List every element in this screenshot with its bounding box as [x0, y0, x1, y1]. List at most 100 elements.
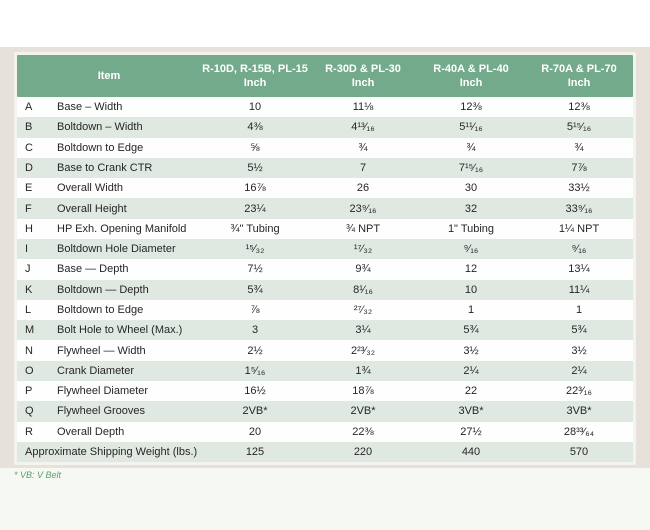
row-value-model-4: 5¾	[571, 324, 587, 337]
row-value-model-2: ²⁷⁄₃₂	[353, 303, 373, 316]
row-value-model-1: 7½	[247, 263, 263, 276]
column-header-model-2-name: R-30D & PL-30	[325, 62, 401, 75]
row-value-model-1: 10	[248, 101, 262, 114]
row-value-model-4: 13¼	[568, 263, 590, 276]
column-header-model-4-name: R-70A & PL-70	[541, 62, 617, 75]
row-value-model-3: 12⅜	[460, 101, 482, 114]
column-header-model-3-name: R-40A & PL-40	[433, 62, 509, 75]
row-value-model-3: 12	[464, 263, 478, 276]
row-item-label: Boltdown to Edge	[57, 303, 144, 316]
row-value-model-4: ¾	[574, 141, 584, 154]
row-value-model-4: 2¼	[571, 364, 587, 377]
table-row: D Base to Crank CTR 5½ 7 7¹⁵⁄₁₆ 7⅞	[17, 157, 633, 179]
row-value-model-2: 22⅜	[352, 425, 374, 438]
row-value-model-3: ⁹⁄₁₆	[463, 243, 479, 256]
row-item-label: HP Exh. Opening Manifold	[57, 222, 187, 235]
row-value-model-2: 9¾	[355, 263, 371, 276]
row-value-model-4: 3½	[571, 344, 587, 357]
row-value-model-1: 23¼	[244, 202, 266, 215]
shipping-weight-value: 125	[245, 445, 265, 458]
row-value-model-3: 2¼	[463, 364, 479, 377]
row-item-label: Overall Depth	[57, 425, 125, 438]
row-item-label: Overall Width	[57, 182, 124, 195]
row-item-label: Base to Crank CTR	[57, 161, 153, 174]
row-value-model-2: 3¼	[355, 324, 371, 337]
row-value-model-4: 33½	[568, 182, 590, 195]
row-value-model-1: 5½	[247, 161, 263, 174]
row-value-model-2: 11⅛	[352, 101, 374, 114]
row-value-model-1: ¾" Tubing	[230, 222, 280, 235]
row-letter: M	[25, 324, 35, 337]
shipping-weight-row: Approximate Shipping Weight (lbs.) 125 2…	[17, 441, 633, 463]
table-row: Q Flywheel Grooves 2VB* 2VB* 3VB* 3VB*	[17, 401, 633, 422]
column-header-unit: Inch	[459, 77, 483, 89]
column-header-model-1-name: R-10D, R-15B, PL-15	[202, 62, 308, 75]
table-row: A Base – Width 10 11⅛ 12⅜ 12⅜	[17, 97, 633, 118]
table-row: P Flywheel Diameter 16½ 18⅞ 22 22³⁄₁₆	[17, 380, 633, 402]
row-value-model-1: ⅞	[250, 303, 260, 316]
row-value-model-2: 2VB*	[350, 405, 376, 418]
column-header-unit: Inch	[351, 77, 375, 89]
table-row: N Flywheel — Width 2½ 2²³⁄₃₂ 3½ 3½	[17, 340, 633, 361]
row-value-model-1: 4⅜	[247, 121, 263, 134]
row-item-label: Boltdown — Depth	[57, 283, 149, 296]
row-value-model-1: ¹⁵⁄₃₂	[245, 243, 265, 256]
row-value-model-4: 5¹⁵⁄₁₆	[566, 121, 592, 134]
row-letter: C	[25, 141, 33, 154]
row-value-model-3: 1	[467, 303, 475, 316]
row-item-label: Bolt Hole to Wheel (Max.)	[57, 324, 183, 337]
row-value-model-3: 1" Tubing	[447, 222, 495, 235]
row-letter: L	[25, 303, 32, 316]
row-value-model-2: 18⅞	[352, 385, 374, 398]
row-value-model-4: 33⁹⁄₁₆	[565, 202, 593, 215]
row-value-model-4: 1¼ NPT	[558, 222, 600, 235]
row-letter: J	[25, 263, 31, 276]
row-value-model-3: 30	[464, 182, 478, 195]
vbelt-footnote: * VB: V Belt	[14, 470, 62, 480]
table-row: B Boltdown – Width 4⅜ 4¹³⁄₁₆ 5¹¹⁄₁₆ 5¹⁵⁄…	[17, 117, 633, 138]
row-value-model-4: 3VB*	[566, 405, 592, 418]
column-header-model-4: R-70A & PL-70 Inch	[525, 62, 633, 91]
column-header-unit: Inch	[567, 77, 591, 89]
row-value-model-2: 2²³⁄₃₂	[350, 344, 376, 357]
table-row: F Overall Height 23¼ 23⁹⁄₁₆ 32 33⁹⁄₁₆	[17, 198, 633, 219]
row-letter: D	[25, 161, 33, 174]
row-letter: R	[25, 425, 33, 438]
row-value-model-4: 28³³⁄₆₄	[563, 425, 595, 438]
row-item-label: Boltdown – Width	[57, 121, 143, 134]
row-value-model-1: 20	[248, 425, 262, 438]
row-value-model-2: ¹⁷⁄₃₂	[353, 243, 373, 256]
row-value-model-1: ⅝	[250, 141, 260, 154]
row-value-model-1: 5¾	[247, 283, 263, 296]
table-row: R Overall Depth 20 22⅜ 27½ 28³³⁄₆₄	[17, 421, 633, 442]
row-value-model-3: 27½	[460, 425, 482, 438]
table-header-row: Item R-10D, R-15B, PL-15 Inch R-30D & PL…	[17, 55, 633, 97]
shipping-weight-value: 570	[569, 445, 589, 458]
table-row: L Boltdown to Edge ⅞ ²⁷⁄₃₂ 1 1	[17, 299, 633, 321]
row-value-model-3: 5¾	[463, 324, 479, 337]
row-value-model-3: 7¹⁵⁄₁₆	[458, 161, 484, 174]
row-letter: P	[25, 385, 33, 398]
shipping-weight-label: Approximate Shipping Weight (lbs.)	[25, 445, 198, 458]
table-row: H HP Exh. Opening Manifold ¾" Tubing ¾ N…	[17, 218, 633, 239]
row-item-label: Flywheel Grooves	[57, 405, 146, 418]
table-row: E Overall Width 16⅞ 26 30 33½	[17, 178, 633, 199]
row-letter: N	[25, 344, 33, 357]
row-value-model-2: 23⁹⁄₁₆	[349, 202, 377, 215]
row-value-model-3: 5¹¹⁄₁₆	[459, 121, 483, 134]
row-item-label: Base — Depth	[57, 263, 129, 276]
row-letter: I	[25, 243, 29, 256]
row-value-model-4: 7⅞	[571, 161, 587, 174]
row-value-model-4: 12⅜	[568, 101, 590, 114]
row-value-model-1: 2VB*	[242, 405, 268, 418]
row-letter: A	[25, 101, 33, 114]
row-value-model-3: 10	[464, 283, 478, 296]
table-row: K Boltdown — Depth 5¾ 8¹⁄₁₆ 10 11¼	[17, 279, 633, 300]
row-item-label: Crank Diameter	[57, 364, 135, 377]
row-value-model-1: 1⁵⁄₁₆	[244, 364, 266, 377]
column-header-unit: Inch	[243, 77, 267, 89]
row-value-model-2: ¾ NPT	[345, 222, 381, 235]
row-value-model-3: 3½	[463, 344, 479, 357]
spec-table: Item R-10D, R-15B, PL-15 Inch R-30D & PL…	[14, 52, 636, 465]
row-value-model-2: ¾	[358, 141, 368, 154]
